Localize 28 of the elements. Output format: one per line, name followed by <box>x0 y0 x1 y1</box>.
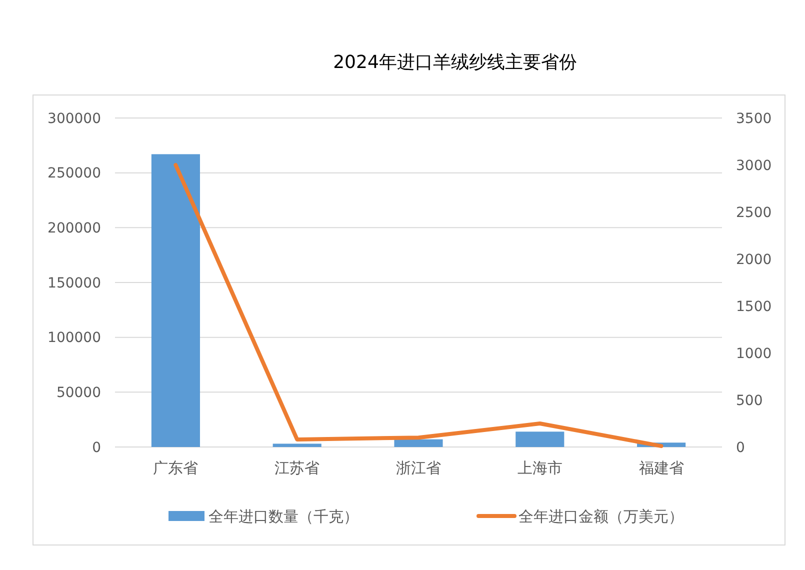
y-tick-label: 100000 <box>48 330 101 346</box>
y-tick-label: 150000 <box>48 275 101 292</box>
y2-tick-label: 1000 <box>736 346 772 362</box>
x-tick-label: 福建省 <box>638 459 684 477</box>
y-tick-label: 300000 <box>48 110 101 127</box>
y2-tick-label: 1500 <box>736 298 772 315</box>
y2-tick-label: 500 <box>736 392 763 409</box>
bar <box>151 154 200 447</box>
y2-tick-label: 3000 <box>736 158 772 174</box>
y2-tick-label: 3500 <box>736 110 772 127</box>
y2-tick-label: 2000 <box>736 252 772 268</box>
chart-title: 2024年进口羊绒纱线主要省份 <box>333 52 577 73</box>
x-tick-label: 浙江省 <box>396 459 441 477</box>
x-tick-label: 广东省 <box>153 459 198 477</box>
y-tick-label: 200000 <box>48 220 101 237</box>
bar <box>394 439 443 447</box>
y2-tick-label: 2500 <box>736 204 772 221</box>
line-series <box>174 163 664 448</box>
y-tick-label: 50000 <box>56 385 101 402</box>
y-tick-label: 0 <box>92 440 101 456</box>
y2-tick-label: 0 <box>736 440 745 456</box>
y-tick-label: 250000 <box>48 166 101 182</box>
x-tick-label: 上海市 <box>517 459 562 477</box>
legend-label: 全年进口金额（万美元） <box>518 507 684 526</box>
x-tick-label: 江苏省 <box>274 459 320 477</box>
legend-label: 全年进口数量（千克） <box>208 507 358 526</box>
bar <box>516 432 564 447</box>
bar <box>272 444 322 447</box>
